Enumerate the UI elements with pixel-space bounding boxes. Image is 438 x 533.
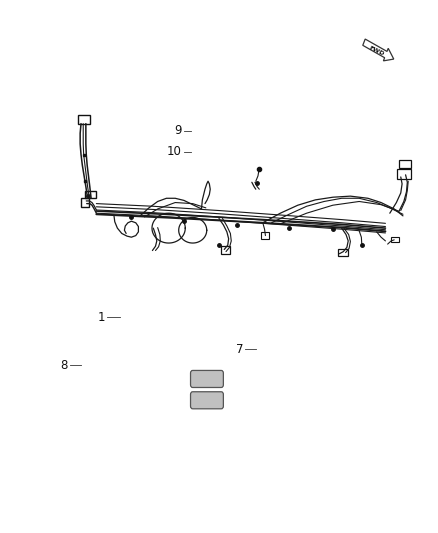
FancyBboxPatch shape <box>78 115 90 124</box>
FancyBboxPatch shape <box>191 370 223 387</box>
FancyBboxPatch shape <box>397 169 411 179</box>
Text: 7: 7 <box>236 343 243 356</box>
Text: 10: 10 <box>167 146 182 158</box>
Text: 8: 8 <box>60 359 68 372</box>
FancyBboxPatch shape <box>338 249 348 256</box>
FancyBboxPatch shape <box>399 160 411 168</box>
Text: 1: 1 <box>98 311 105 324</box>
FancyBboxPatch shape <box>391 237 399 242</box>
Text: FWD: FWD <box>368 45 385 56</box>
Text: 9: 9 <box>174 124 182 137</box>
FancyBboxPatch shape <box>261 232 269 239</box>
FancyBboxPatch shape <box>221 246 230 254</box>
FancyBboxPatch shape <box>85 191 96 198</box>
FancyBboxPatch shape <box>81 198 89 207</box>
FancyBboxPatch shape <box>191 392 223 409</box>
Polygon shape <box>363 39 394 61</box>
